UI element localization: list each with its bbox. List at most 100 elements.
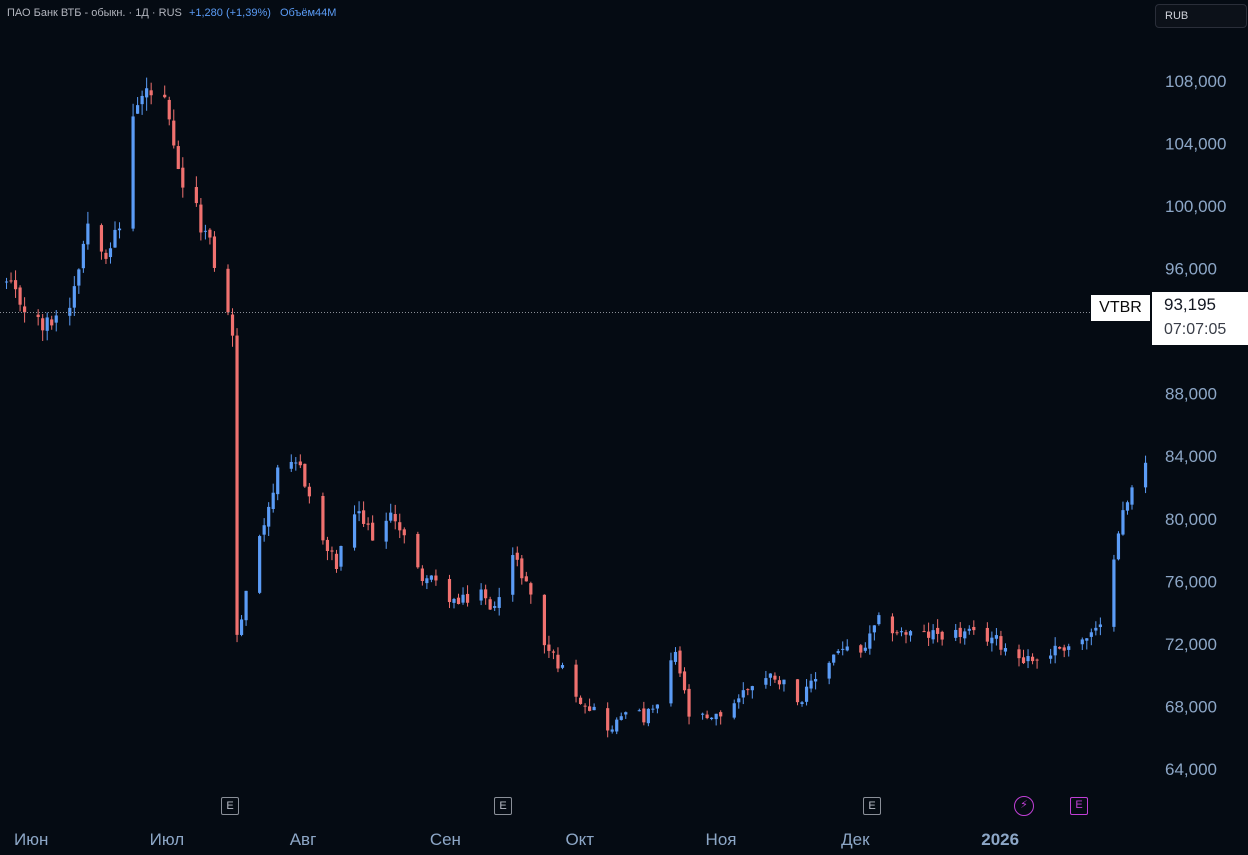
candles[interactable] [4,77,1148,738]
candle[interactable] [655,704,659,714]
candle[interactable] [737,694,741,709]
candle[interactable] [1035,658,1039,669]
candle[interactable] [81,240,85,273]
candle[interactable] [176,140,180,170]
price-scale[interactable]: 64,000 68,000 72,000 76,000 80,000 84,000 88,0… [1165,72,1226,779]
candle[interactable] [764,670,768,689]
candle[interactable] [750,685,754,699]
candle[interactable] [845,639,849,652]
candle[interactable] [334,549,339,573]
candle[interactable] [226,264,230,316]
candle[interactable] [1003,643,1008,656]
candle[interactable] [777,676,782,690]
candle[interactable] [714,713,718,726]
candle[interactable] [814,672,818,690]
candle[interactable] [511,547,515,602]
candle[interactable] [954,624,958,642]
candle[interactable] [352,505,357,551]
candle[interactable] [497,587,501,616]
candle[interactable] [841,641,845,656]
candle[interactable] [140,90,144,115]
candle[interactable] [836,649,840,655]
candle[interactable] [339,545,343,571]
candle[interactable] [682,667,687,694]
candle[interactable] [560,662,565,670]
candle[interactable] [773,672,777,683]
dividend-icon[interactable]: ⚡ [1014,796,1034,816]
candle[interactable] [895,630,899,636]
candle[interactable] [1062,644,1066,658]
candle[interactable] [800,701,804,707]
candle[interactable] [1067,643,1071,657]
candle[interactable] [1130,485,1134,510]
candle[interactable] [872,625,876,641]
candle[interactable] [578,695,583,705]
candle[interactable] [615,717,619,735]
future-earnings-icon[interactable]: E [1070,797,1088,815]
candle[interactable] [1121,501,1125,536]
candle[interactable] [520,555,524,585]
candle[interactable] [488,596,492,611]
candle[interactable] [1125,500,1130,515]
candle[interactable] [547,635,551,658]
candle[interactable] [1053,637,1057,664]
candle[interactable] [298,454,302,469]
candle[interactable] [529,581,533,604]
candle[interactable] [371,515,375,541]
candle[interactable] [271,483,275,513]
candle[interactable] [194,176,198,207]
candle[interactable] [994,628,998,646]
candle[interactable] [795,679,800,706]
candle[interactable] [149,82,153,105]
candle[interactable] [36,309,40,326]
candle[interactable] [574,659,578,703]
candle[interactable] [624,711,628,719]
candle[interactable] [393,504,397,530]
candle[interactable] [13,270,18,298]
candle[interactable] [181,157,185,198]
candle[interactable] [465,585,470,607]
earnings-icon[interactable]: E [494,797,512,815]
candle[interactable] [113,221,117,248]
candle[interactable] [267,502,271,536]
candle[interactable] [746,688,750,696]
candle[interactable] [868,625,872,655]
candle[interactable] [402,527,406,544]
candle[interactable] [493,601,497,611]
candle[interactable] [904,629,908,644]
candle[interactable] [1017,644,1021,667]
earnings-icon[interactable]: E [221,797,239,815]
candle[interactable] [972,620,976,635]
candle[interactable] [41,314,45,341]
candle[interactable] [646,708,650,727]
candle[interactable] [212,231,217,272]
candle[interactable] [642,701,646,726]
candle[interactable] [877,612,881,626]
candle[interactable] [479,583,483,606]
candle[interactable] [77,268,81,294]
candle[interactable] [832,654,836,666]
candle[interactable] [673,647,678,665]
instrument-name[interactable]: ПАО Банк ВТБ - обыкн. [7,7,126,19]
candle[interactable] [804,679,809,706]
candle[interactable] [230,308,235,347]
candle[interactable] [235,328,239,643]
candle[interactable] [72,276,76,316]
candle[interactable] [303,463,307,488]
candle[interactable] [619,712,623,721]
candle[interactable] [4,277,9,290]
candle[interactable] [551,649,556,660]
candle[interactable] [1030,653,1035,665]
candle[interactable] [1112,554,1116,632]
candle[interactable] [701,712,705,720]
candle[interactable] [705,710,709,720]
candle[interactable] [163,85,167,99]
candle[interactable] [588,698,592,712]
candle[interactable] [389,503,393,523]
candle[interactable] [940,630,944,646]
candle[interactable] [1049,648,1053,664]
candle[interactable] [1143,455,1148,494]
candle[interactable] [999,630,1003,656]
candle[interactable] [687,684,691,725]
candle[interactable] [859,644,863,658]
